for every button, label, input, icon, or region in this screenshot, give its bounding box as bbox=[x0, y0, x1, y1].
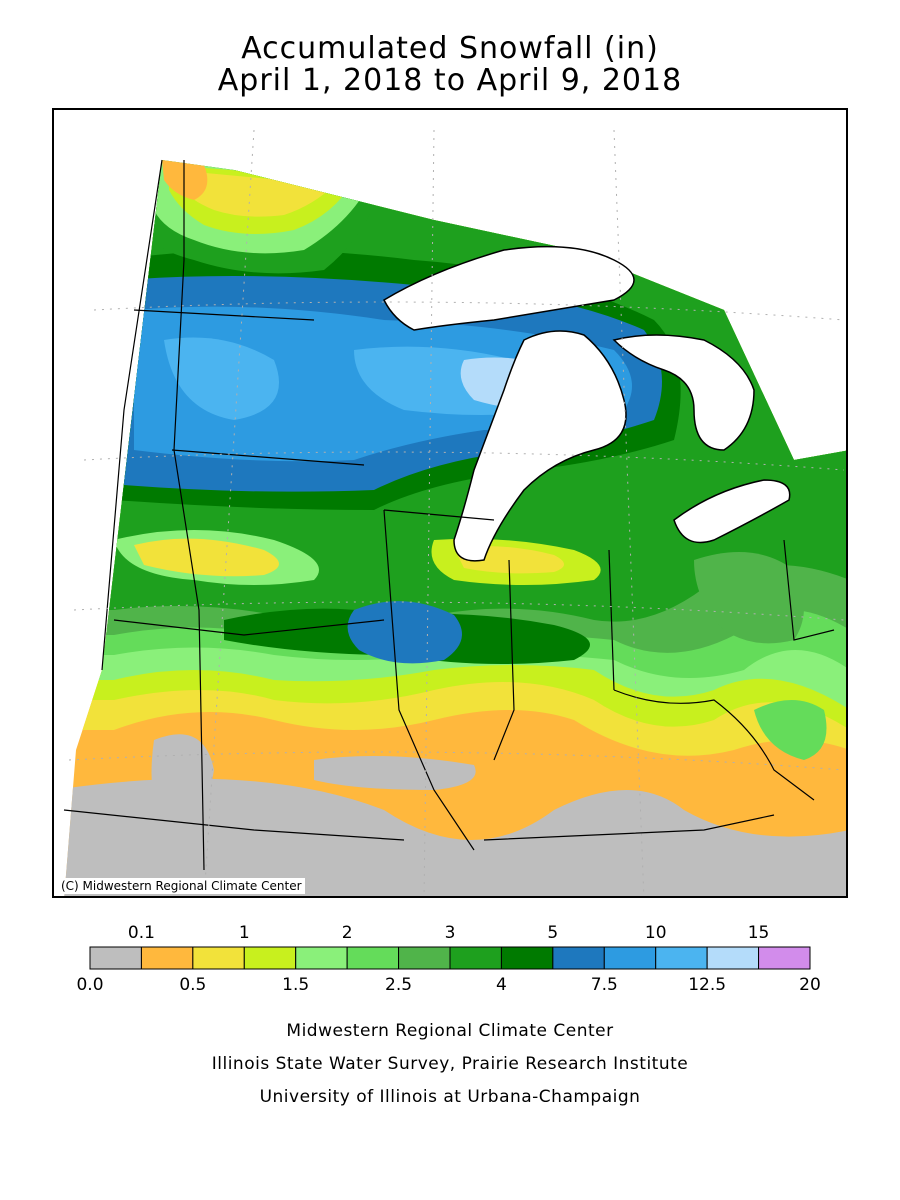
field-0-0-to-0-1-central bbox=[314, 756, 476, 790]
nd-mn-west-border bbox=[173, 160, 205, 871]
legend-top-label: 3 bbox=[444, 923, 456, 943]
field-0-0-to-0-1-south bbox=[64, 778, 846, 896]
legend-top-label: 0.1 bbox=[127, 923, 155, 943]
great-lakes bbox=[383, 245, 791, 562]
state-borders bbox=[63, 159, 835, 871]
mississippi-river-border bbox=[383, 509, 475, 851]
credit-uiuc: University of Illinois at Urbana-Champai… bbox=[259, 1087, 641, 1107]
credit-isws: Illinois State Water Survey, Prairie Res… bbox=[211, 1054, 689, 1074]
copyright-notice: (C) Midwestern Regional Climate Center bbox=[58, 878, 305, 894]
wi-il-border bbox=[383, 509, 495, 521]
legend-bin-7 bbox=[449, 946, 502, 970]
lake-superior bbox=[383, 245, 635, 331]
legend-bin-5 bbox=[346, 946, 400, 970]
map-date-range: April 1, 2018 to April 9, 2018 bbox=[217, 63, 683, 98]
legend-bin-3 bbox=[243, 946, 297, 970]
mn-ia-border bbox=[171, 449, 365, 466]
legend-top-label: 2 bbox=[341, 923, 353, 943]
legend-bin-1 bbox=[140, 946, 194, 970]
ia-mo-border bbox=[113, 619, 385, 636]
legend-bin-11 bbox=[655, 946, 708, 970]
legend-colorbar bbox=[89, 946, 811, 970]
legend-bin-4 bbox=[295, 946, 348, 970]
il-in-border bbox=[493, 559, 515, 761]
legend-bin-6 bbox=[398, 946, 451, 970]
field-0-1-to-0-5-minnesota bbox=[162, 160, 208, 200]
legend-top-label: 5 bbox=[547, 923, 559, 943]
lake-huron bbox=[612, 334, 755, 451]
legend-bin-9 bbox=[552, 946, 605, 970]
field-2-to-2-5-kentucky bbox=[754, 700, 827, 760]
lake-erie bbox=[673, 479, 791, 544]
mn-sd-border bbox=[133, 309, 315, 321]
ohio-river-border bbox=[613, 689, 815, 801]
western-border bbox=[101, 159, 163, 671]
mo-ar-border bbox=[63, 809, 405, 841]
legend: 0.1 1 2 3 5 10 15 0.0 0.5 1.5 2.5 4 7.5 12.5 20 bbox=[0, 915, 900, 1005]
field-0-5-to-1-iowa bbox=[134, 538, 279, 577]
legend-bin-10 bbox=[603, 946, 657, 970]
map-title: Accumulated Snowfall (in) bbox=[241, 31, 659, 66]
snowfall-fields bbox=[64, 160, 846, 896]
snowfall-map-canvas bbox=[63, 110, 846, 896]
ky-tn-border bbox=[483, 814, 775, 841]
field-10-to-12-5-minnesota bbox=[164, 337, 279, 420]
oh-pa-border bbox=[783, 539, 835, 641]
legend-top-label: 15 bbox=[747, 923, 770, 943]
legend-bottom-label: 0.5 bbox=[179, 975, 207, 995]
legend-bottom-label: 0.0 bbox=[76, 975, 104, 995]
in-oh-border bbox=[608, 549, 615, 691]
legend-bottom-label: 1.5 bbox=[282, 975, 310, 995]
legend-top-label: 10 bbox=[644, 923, 667, 943]
legend-bin-8 bbox=[500, 946, 554, 970]
legend-top-label: 1 bbox=[238, 923, 250, 943]
legend-bin-13 bbox=[758, 946, 811, 970]
legend-bottom-label: 20 bbox=[799, 975, 821, 995]
legend-bottom-label: 12.5 bbox=[688, 975, 727, 995]
field-5-to-7-5-illinois bbox=[347, 601, 462, 664]
legend-bottom-label: 4 bbox=[496, 975, 507, 995]
legend-bottom-label: 2.5 bbox=[385, 975, 413, 995]
legend-bin-0 bbox=[89, 946, 142, 970]
graticule bbox=[68, 129, 845, 896]
field-2-5-to-3-ohio bbox=[694, 552, 804, 644]
legend-bin-2 bbox=[192, 946, 245, 970]
lake-michigan bbox=[453, 330, 627, 562]
legend-bin-12 bbox=[706, 946, 760, 970]
legend-bottom-label: 7.5 bbox=[590, 975, 618, 995]
snowfall-map: (C) Midwestern Regional Climate Center bbox=[52, 108, 848, 898]
credit-mrcc: Midwestern Regional Climate Center bbox=[286, 1021, 614, 1041]
ontario-region bbox=[554, 110, 846, 440]
